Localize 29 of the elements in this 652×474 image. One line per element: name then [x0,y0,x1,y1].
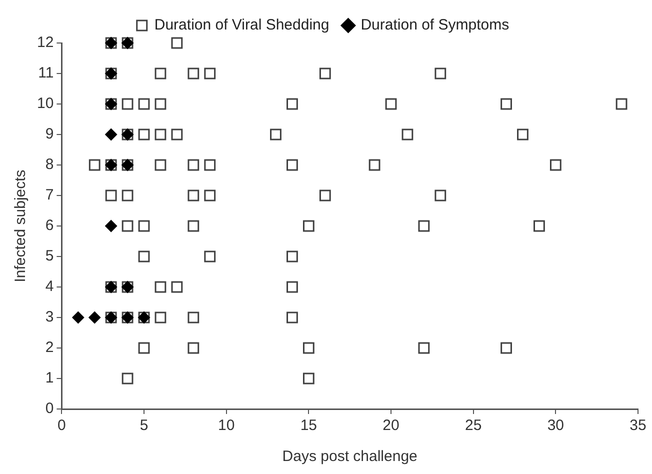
x-tick-label: 10 [218,417,235,434]
x-tick-label: 35 [630,417,646,434]
y-tick-label: 5 [45,248,54,265]
point [105,220,118,232]
x-tick-label: 30 [547,417,564,434]
y-tick-label: 0 [45,400,54,418]
y-tick-label: 7 [45,186,54,204]
point [72,312,84,324]
y-tick-label: 11 [38,64,54,82]
x-tick-label: 5 [140,417,148,434]
y-tick-label: 10 [36,95,54,112]
y-tick-label: 8 [45,156,54,174]
point [88,312,101,324]
legend-label: Duration of Symptoms [360,16,510,34]
y-tick-label: 4 [45,278,54,296]
x-axis-title: Days post challenge [282,448,418,466]
x-tick-label: 20 [382,417,400,434]
y-tick-label: 1 [45,370,54,387]
y-tick-label: 12 [36,34,54,52]
y-axis-title: Infected subjects [12,170,30,282]
y-tick-label: 9 [45,126,54,143]
x-tick-label: 25 [464,417,482,434]
point [105,128,118,140]
y-tick-label: 3 [45,308,54,326]
y-tick-label: 6 [45,217,54,234]
legend-label: Duration of Viral Shedding [154,16,330,34]
y-tick-label: 2 [45,339,54,356]
x-tick-label: 0 [58,417,66,434]
x-tick-label: 15 [300,417,318,434]
